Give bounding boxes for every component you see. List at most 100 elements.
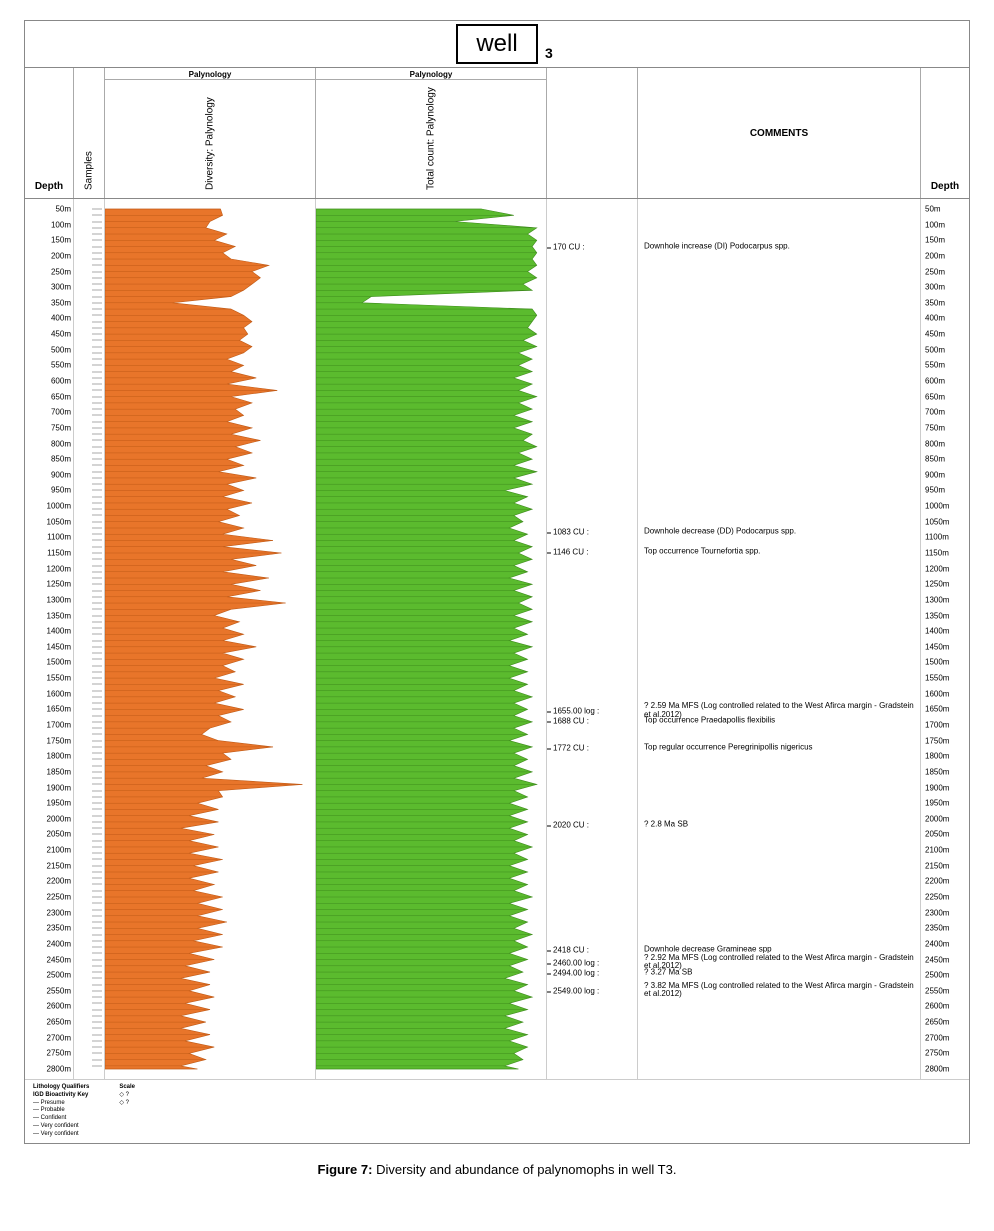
depth-tick: 950m <box>925 486 945 495</box>
sample-tick <box>92 965 102 966</box>
depth-tick: 850m <box>51 455 71 464</box>
depth-tick: 1850m <box>47 767 71 776</box>
sample-tick <box>92 690 102 691</box>
sample-tick <box>92 490 102 491</box>
sample-tick <box>92 271 102 272</box>
depth-tick: 1300m <box>47 595 71 604</box>
sample-tick <box>92 746 102 747</box>
sample-tick <box>92 452 102 453</box>
sample-tick <box>92 634 102 635</box>
depth-tick: 1200m <box>925 564 949 573</box>
depth-tick: 300m <box>925 283 945 292</box>
depth-tick: 1450m <box>47 642 71 651</box>
sample-tick <box>92 803 102 804</box>
depth-tick: 800m <box>51 439 71 448</box>
depth-tick: 2800m <box>925 1065 949 1074</box>
sample-tick <box>92 640 102 641</box>
sample-tick <box>92 396 102 397</box>
sample-tick <box>92 784 102 785</box>
sample-tick <box>92 384 102 385</box>
depth-tick: 1050m <box>47 517 71 526</box>
sample-tick <box>92 621 102 622</box>
sample-tick <box>92 1003 102 1004</box>
depth-tick: 1700m <box>925 721 949 730</box>
event-comment: ? 2.8 Ma SB <box>644 821 916 830</box>
sample-tick <box>92 265 102 266</box>
depth-tick: 600m <box>51 377 71 386</box>
figure-caption: Figure 7: Diversity and abundance of pal… <box>20 1162 974 1177</box>
depth-tick: 400m <box>51 314 71 323</box>
hdr-total-top: Palynology <box>316 70 546 80</box>
depth-tick: 2650m <box>925 1018 949 1027</box>
depth-tick: 1200m <box>47 564 71 573</box>
sample-tick <box>92 309 102 310</box>
depth-tick: 700m <box>51 408 71 417</box>
event-comment: Top regular occurrence Peregrinipollis n… <box>644 743 916 752</box>
event-label: 2020 CU : <box>547 821 589 830</box>
sample-tick <box>92 709 102 710</box>
sample-tick <box>92 1028 102 1029</box>
sample-tick <box>92 415 102 416</box>
sample-tick <box>92 603 102 604</box>
depth-tick: 2100m <box>925 846 949 855</box>
sample-tick <box>92 390 102 391</box>
sample-tick <box>92 759 102 760</box>
depth-tick: 500m <box>51 345 71 354</box>
sample-tick <box>92 515 102 516</box>
sample-tick <box>92 884 102 885</box>
sample-tick <box>92 734 102 735</box>
depth-tick: 350m <box>51 298 71 307</box>
sample-tick <box>92 915 102 916</box>
sample-tick <box>92 790 102 791</box>
well-title: well <box>456 24 537 64</box>
depth-tick: 2200m <box>925 877 949 886</box>
sample-tick <box>92 471 102 472</box>
depth-tick: 650m <box>51 392 71 401</box>
sample-tick <box>92 427 102 428</box>
sample-tick <box>92 715 102 716</box>
depth-tick: 1150m <box>925 549 949 558</box>
legend-h1: Lithology Qualifiers <box>33 1084 89 1090</box>
sample-tick <box>92 678 102 679</box>
depth-tick: 1750m <box>47 736 71 745</box>
sample-tick <box>92 903 102 904</box>
sample-tick <box>92 1065 102 1066</box>
legend-item: — Very confident <box>33 1123 89 1131</box>
event-label: 2549.00 log : <box>547 986 599 995</box>
sample-tick <box>92 1053 102 1054</box>
sample-tick <box>92 546 102 547</box>
sample-tick <box>92 502 102 503</box>
depth-tick: 2150m <box>925 861 949 870</box>
depth-tick: 1000m <box>47 502 71 511</box>
depth-tick: 1400m <box>47 627 71 636</box>
sample-tick <box>92 878 102 879</box>
depth-tick: 200m <box>925 251 945 260</box>
sample-tick <box>92 1034 102 1035</box>
depth-tick: 600m <box>925 377 945 386</box>
sample-tick <box>92 221 102 222</box>
hdr-samples: Samples <box>84 151 95 190</box>
legend-h3: Scale <box>119 1084 135 1090</box>
depth-tick: 1100m <box>47 533 71 542</box>
sample-tick <box>92 440 102 441</box>
event-comment: Top occurrence Tournefortia spp. <box>644 547 916 556</box>
sample-tick <box>92 890 102 891</box>
sample-tick <box>92 665 102 666</box>
sample-tick <box>92 509 102 510</box>
depth-tick: 1650m <box>925 705 949 714</box>
depth-tick: 2750m <box>47 1049 71 1058</box>
depth-tick: 1550m <box>925 674 949 683</box>
event-label: 1083 CU : <box>547 528 589 537</box>
sample-tick <box>92 846 102 847</box>
depth-tick: 2500m <box>47 971 71 980</box>
sample-tick <box>92 277 102 278</box>
depth-tick: 800m <box>925 439 945 448</box>
depth-tick: 650m <box>925 392 945 401</box>
event-label: 2494.00 log : <box>547 969 599 978</box>
depth-tick: 100m <box>51 220 71 229</box>
sample-tick <box>92 565 102 566</box>
depth-tick: 2750m <box>925 1049 949 1058</box>
sample-tick <box>92 753 102 754</box>
sample-tick <box>92 259 102 260</box>
sample-tick <box>92 1022 102 1023</box>
